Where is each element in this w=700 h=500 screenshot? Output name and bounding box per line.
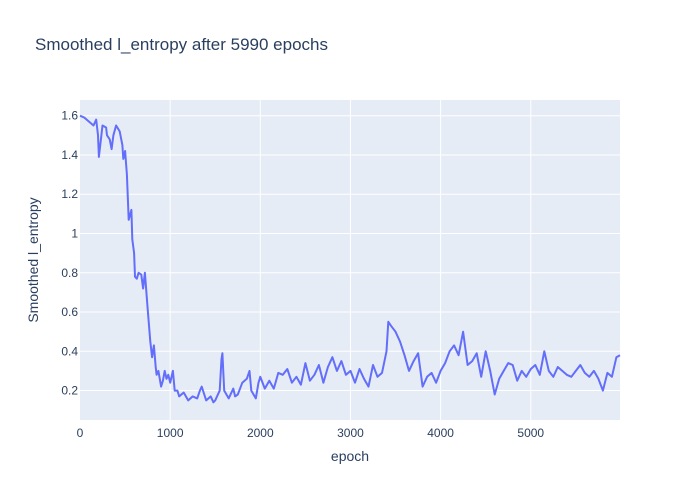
y-axis-title: Smoothed l_entropy (25, 197, 41, 322)
x-tick-label: 3000 (337, 426, 364, 440)
x-tick-label: 5000 (517, 426, 544, 440)
y-tick-label: 1.6 (61, 109, 78, 123)
y-tick-label: 0.8 (61, 266, 78, 280)
x-tick-label: 0 (77, 426, 84, 440)
x-axis-title: epoch (331, 448, 369, 464)
series-layer (79, 114, 621, 404)
y-tick-label: 1 (71, 226, 78, 240)
y-tick-label: 1.2 (61, 187, 78, 201)
x-tick-label: 1000 (157, 426, 184, 440)
y-tick-label: 0.4 (61, 344, 78, 358)
y-tick-label: 1.4 (61, 148, 78, 162)
y-tick-label: 0.6 (61, 305, 78, 319)
tick-labels: 0 1000 2000 3000 4000 5000 0.2 0.4 0.6 0.8 1 1.2 1.4… (61, 109, 544, 440)
x-tick-label: 2000 (247, 426, 274, 440)
series-line-0 (79, 114, 621, 404)
gridlines (80, 100, 620, 420)
y-tick-label: 0.2 (61, 384, 78, 398)
x-tick-label: 4000 (427, 426, 454, 440)
chart-title: Smoothed l_entropy after 5990 epochs (35, 35, 328, 54)
